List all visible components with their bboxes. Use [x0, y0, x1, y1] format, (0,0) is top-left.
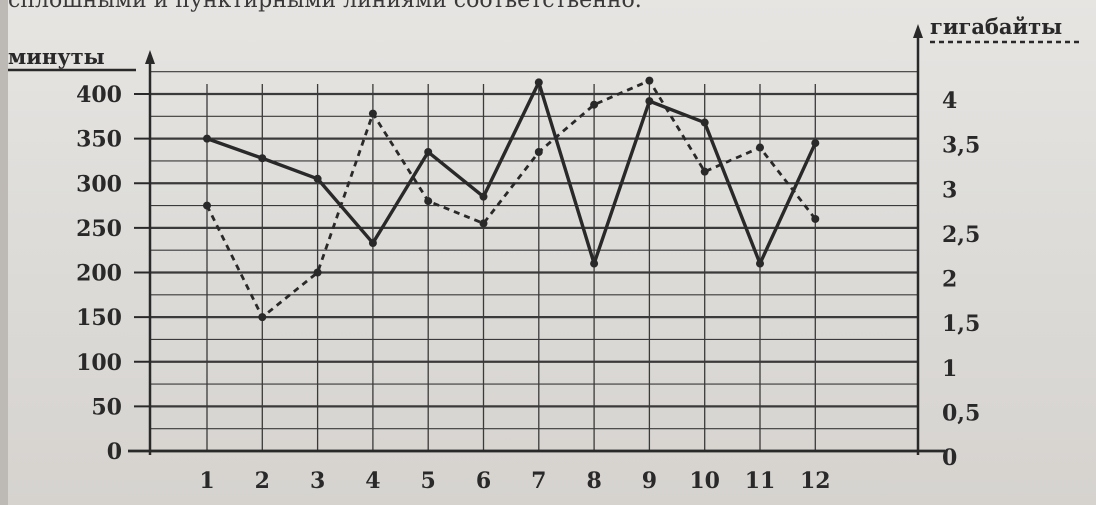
minutes-point: [811, 139, 820, 148]
minutes-point: [534, 78, 543, 87]
minutes-point: [313, 174, 322, 183]
right-tick-label: 3,5: [942, 133, 980, 159]
gigabytes-point: [645, 76, 654, 85]
gigabytes-point: [534, 148, 543, 157]
right-tick-label: 2,5: [942, 222, 980, 248]
gigabytes-point: [203, 201, 211, 210]
right-axis-arrow: [913, 24, 923, 38]
minutes-point: [590, 259, 599, 268]
gigabytes-point: [700, 167, 709, 176]
gigabytes-point: [368, 109, 377, 118]
left-axis-arrow: [145, 50, 155, 64]
x-tick-label: 3: [310, 468, 325, 494]
chart-series: [203, 76, 820, 322]
x-tick-label: 12: [800, 468, 831, 494]
gigabytes-point: [313, 268, 322, 277]
x-tick-label: 6: [476, 468, 491, 494]
minutes-point: [645, 97, 654, 106]
left-tick-label: 300: [76, 171, 122, 197]
right-tick-label: 1: [942, 356, 957, 382]
minutes-point: [424, 148, 433, 157]
gigabytes-point: [590, 100, 599, 109]
x-tick-label: 9: [642, 468, 657, 494]
minutes-point: [756, 259, 764, 268]
right-tick-label: 3: [942, 177, 957, 203]
x-tick-label: 4: [365, 468, 380, 494]
gigabytes-point: [811, 214, 820, 223]
right-tick-label: 1,5: [942, 311, 980, 337]
x-tick-label: 10: [689, 468, 720, 494]
x-tick-label: 5: [421, 468, 436, 494]
right-y-axis: 0 0,5 1 1,5 2 2,5 3 3,5 4: [942, 88, 980, 471]
right-tick-label: 0: [942, 445, 957, 471]
left-tick-label: 250: [76, 216, 122, 242]
x-axis: 1 2 3 4 5 6 7 8 9 10 11 12: [199, 468, 830, 494]
minutes-point: [700, 118, 709, 127]
gigabytes-point: [258, 313, 267, 322]
right-tick-label: 0,5: [942, 400, 980, 426]
right-tick-label: 4: [942, 88, 957, 114]
gigabytes-point: [424, 197, 433, 206]
left-axis-title: минуты: [8, 44, 105, 69]
right-tick-label: 2: [942, 267, 957, 293]
x-tick-label: 8: [586, 468, 601, 494]
chart-grid: [128, 24, 945, 455]
x-tick-label: 2: [255, 468, 270, 494]
left-tick-label: 50: [91, 394, 122, 420]
x-tick-label: 7: [531, 468, 546, 494]
minutes-point: [203, 134, 211, 143]
x-tick-label: 11: [745, 468, 776, 494]
gigabytes-line: [205, 79, 817, 319]
left-tick-label: 200: [76, 261, 122, 287]
minutes-point: [368, 239, 377, 248]
left-tick-label: 100: [76, 350, 122, 376]
left-tick-label: 400: [76, 82, 122, 108]
gigabytes-point: [756, 143, 764, 152]
left-y-axis: 0 50 100 150 200 250 300 350 400: [76, 82, 150, 465]
right-axis-title: гигабайты: [930, 14, 1062, 39]
gigabytes-point: [479, 219, 488, 228]
minutes-line: [206, 80, 817, 266]
left-tick-label: 0: [107, 439, 122, 465]
left-tick-label: 150: [76, 305, 122, 331]
caption-text: сплошными и пунктирными линиями соответс…: [8, 0, 642, 13]
left-tick-label: 350: [76, 127, 122, 153]
x-tick-label: 1: [199, 468, 214, 494]
page-edge: [0, 0, 8, 505]
minutes-point: [479, 192, 488, 201]
minutes-point: [258, 154, 267, 163]
